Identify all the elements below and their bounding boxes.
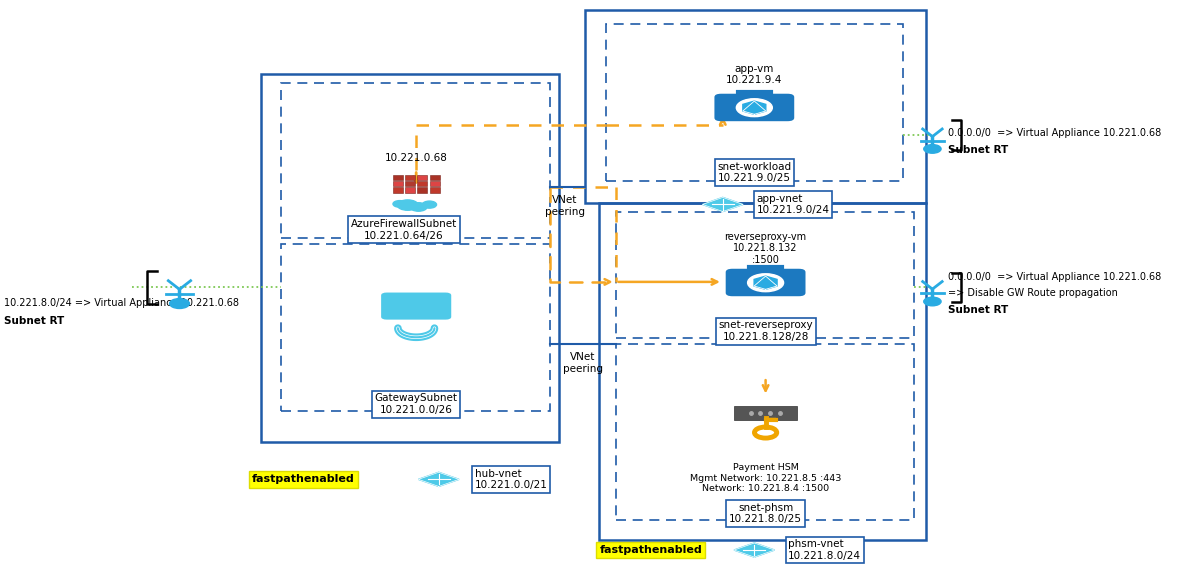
Circle shape xyxy=(410,203,427,211)
Bar xyxy=(417,188,428,193)
Bar xyxy=(405,181,415,186)
Bar xyxy=(417,181,428,186)
Bar xyxy=(615,344,914,520)
Text: 0.0.0.0/0  => Virtual Appliance 10.221.0.68: 0.0.0.0/0 => Virtual Appliance 10.221.0.… xyxy=(948,128,1162,138)
Bar xyxy=(615,212,914,338)
Text: app-vnet
10.221.9.0/24: app-vnet 10.221.9.0/24 xyxy=(756,194,829,215)
Polygon shape xyxy=(754,276,777,289)
Text: hub-vnet
10.221.0.0/21: hub-vnet 10.221.0.0/21 xyxy=(474,468,547,490)
Bar xyxy=(430,181,440,186)
Text: Subnet RT: Subnet RT xyxy=(4,316,63,326)
Polygon shape xyxy=(418,472,459,486)
Bar xyxy=(599,203,926,540)
Polygon shape xyxy=(743,101,766,114)
Bar xyxy=(586,10,926,203)
Bar xyxy=(393,181,403,186)
Bar xyxy=(430,188,440,193)
Text: 0.0.0.0/0  => Virtual Appliance 10.221.0.68: 0.0.0.0/0 => Virtual Appliance 10.221.0.… xyxy=(948,272,1162,282)
FancyBboxPatch shape xyxy=(381,293,452,320)
Bar xyxy=(281,82,551,238)
Text: snet-phsm
10.221.8.0/25: snet-phsm 10.221.8.0/25 xyxy=(729,503,802,524)
Text: GatewaySubnet
10.221.0.0/26: GatewaySubnet 10.221.0.0/26 xyxy=(375,393,458,415)
Text: AzureFirewallSubnet
10.221.0.64/26: AzureFirewallSubnet 10.221.0.64/26 xyxy=(350,219,456,241)
Text: 10.221.8.0/24 => Virtual Appliance 10.221.0.68: 10.221.8.0/24 => Virtual Appliance 10.22… xyxy=(4,298,239,308)
Text: Payment HSM
Mgmt Network: 10.221.8.5 :443
Network: 10.221.8.4 :1500: Payment HSM Mgmt Network: 10.221.8.5 :44… xyxy=(690,463,841,493)
Text: VNet
peering: VNet peering xyxy=(545,195,586,217)
Text: fastpathenabled: fastpathenabled xyxy=(599,545,701,555)
Circle shape xyxy=(397,200,418,210)
Text: => Disable GW Route propagation: => Disable GW Route propagation xyxy=(948,288,1119,298)
Circle shape xyxy=(924,145,942,153)
Bar xyxy=(393,188,403,193)
Polygon shape xyxy=(734,543,774,557)
Polygon shape xyxy=(703,197,743,211)
Text: snet-reverseproxy
10.221.8.128/28: snet-reverseproxy 10.221.8.128/28 xyxy=(718,320,813,342)
Circle shape xyxy=(393,201,406,207)
Text: phsm-vnet
10.221.8.0/24: phsm-vnet 10.221.8.0/24 xyxy=(789,539,862,561)
FancyBboxPatch shape xyxy=(715,94,795,121)
Bar xyxy=(606,24,903,181)
Text: app-vm
10.221.9.4: app-vm 10.221.9.4 xyxy=(727,63,783,85)
Bar xyxy=(393,175,403,180)
Circle shape xyxy=(748,274,784,292)
Circle shape xyxy=(736,99,772,116)
Text: VNet
peering: VNet peering xyxy=(563,353,603,374)
Bar xyxy=(261,75,559,442)
Text: 10.221.0.68: 10.221.0.68 xyxy=(385,154,448,163)
Bar xyxy=(417,175,428,180)
Bar xyxy=(430,175,440,180)
Text: Subnet RT: Subnet RT xyxy=(948,305,1009,315)
FancyBboxPatch shape xyxy=(725,269,805,296)
Bar xyxy=(281,244,551,411)
Circle shape xyxy=(422,201,436,208)
Text: reverseproxy-vm
10.221.8.132
:1500: reverseproxy-vm 10.221.8.132 :1500 xyxy=(724,232,807,265)
Bar xyxy=(405,188,415,193)
Text: fastpathenabled: fastpathenabled xyxy=(252,475,355,484)
Circle shape xyxy=(170,299,189,308)
Circle shape xyxy=(924,297,942,306)
FancyBboxPatch shape xyxy=(734,406,797,420)
Bar xyxy=(405,175,415,180)
Text: snet-workload
10.221.9.0/25: snet-workload 10.221.9.0/25 xyxy=(717,162,791,183)
Text: Subnet RT: Subnet RT xyxy=(948,145,1009,155)
